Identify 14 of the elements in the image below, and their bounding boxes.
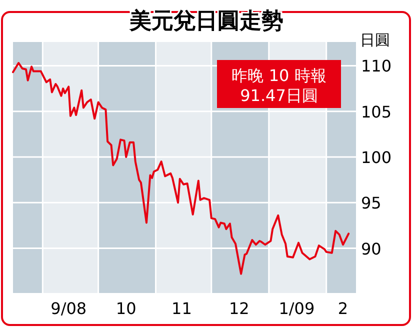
- x-tick-label: 12: [229, 299, 250, 318]
- y-tick-label: 100: [361, 148, 392, 168]
- y-tick-label: 105: [361, 102, 392, 122]
- x-tick-label: 9/08: [50, 299, 87, 318]
- y-axis-title: 日圓: [360, 31, 390, 49]
- chart-title: 美元兌日圓走勢: [128, 8, 284, 34]
- x-tick-label: 1/09: [278, 299, 315, 318]
- y-tick-label: 90: [361, 239, 382, 258]
- y-tick-label: 95: [361, 194, 382, 213]
- x-tick-label: 10: [116, 299, 136, 318]
- y-tick-label: 110: [361, 56, 392, 76]
- x-tick-label: 11: [172, 299, 192, 318]
- x-tick-label: 2: [338, 299, 348, 318]
- annotation: 昨晚 10 時報 91.47日圓: [232, 66, 326, 105]
